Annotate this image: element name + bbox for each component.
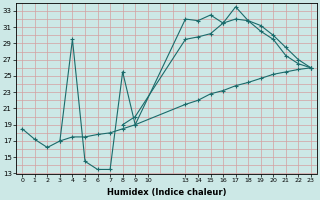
X-axis label: Humidex (Indice chaleur): Humidex (Indice chaleur) [107, 188, 226, 197]
